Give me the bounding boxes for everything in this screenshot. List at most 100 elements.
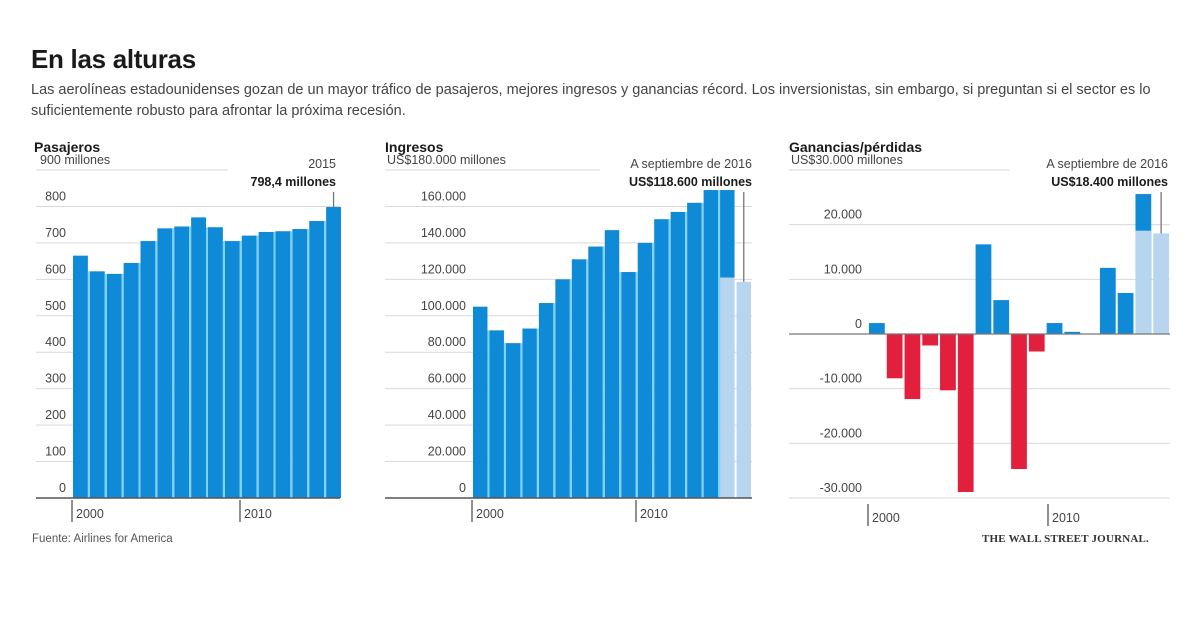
bar-loss: [1011, 334, 1027, 470]
bar: [123, 262, 139, 498]
bar: [687, 202, 702, 499]
page-subtitle: Las aerolíneas estadounidenses gozan de …: [31, 82, 1151, 119]
bar: [522, 328, 537, 498]
bar-separator: [701, 202, 704, 499]
bar: [292, 229, 308, 499]
page-title: En las alturas: [31, 44, 196, 74]
y-tick-label: 300: [45, 372, 66, 386]
y-tick-label: 160.000: [421, 189, 466, 203]
bar-loss: [886, 334, 903, 379]
bar-separator: [138, 262, 141, 498]
bar-separator: [290, 231, 293, 498]
bar-loss: [922, 334, 939, 346]
bar-separator: [222, 241, 225, 499]
bar-separator: [569, 279, 572, 498]
bar-loss: [904, 334, 921, 400]
bar-separator: [619, 272, 622, 498]
bar-separator: [104, 273, 107, 498]
bar: [191, 217, 206, 498]
bar: [993, 300, 1010, 334]
bar: [975, 244, 992, 334]
bar-separator: [87, 271, 90, 498]
bar-separator: [652, 242, 655, 498]
bar: [1046, 323, 1063, 334]
y-tick-label: 0: [855, 317, 862, 331]
y-tick-label: 600: [45, 262, 66, 276]
bar-separator: [172, 228, 175, 499]
chart-title: Ganancias/pérdidas: [789, 139, 922, 155]
publisher-logo: THE WALL STREET JOURNAL.: [982, 533, 1150, 545]
y-tick-label: 120.000: [421, 262, 466, 276]
bar: [1117, 293, 1134, 334]
bar-loss: [957, 334, 974, 492]
y-tick-label: 700: [45, 226, 66, 240]
bar: [473, 306, 488, 498]
bar: [174, 226, 190, 498]
annotation-label: 2015: [308, 157, 336, 171]
y-tick-label: 400: [45, 335, 66, 349]
y-tick-label: US$180.000 millones: [387, 153, 506, 167]
annotation-value: 798,4 millones: [251, 175, 337, 189]
annotation-label: A septiembre de 2016: [630, 157, 752, 171]
bar: [89, 271, 105, 498]
y-tick-label: 140.000: [421, 226, 466, 240]
chart-title: Pasajeros: [34, 139, 100, 155]
bar-separator: [206, 227, 208, 498]
annotation-label: A septiembre de 2016: [1046, 157, 1168, 171]
bar-separator: [239, 241, 242, 499]
bar: [703, 190, 719, 499]
bar: [654, 219, 669, 498]
source-note: Fuente: Airlines for America: [32, 533, 173, 545]
x-tick-label: 2010: [1052, 511, 1080, 525]
x-tick-label: 2010: [244, 507, 272, 521]
bar: [275, 231, 291, 498]
bar-separator: [324, 221, 327, 498]
bar-separator: [586, 259, 589, 498]
bar: [241, 235, 257, 498]
bar: [604, 230, 620, 498]
bar: [588, 246, 603, 498]
y-tick-label: 20.000: [824, 208, 862, 222]
bar: [208, 227, 223, 498]
bar-separator: [602, 246, 605, 498]
bar-partial-year: [720, 277, 735, 498]
bar-separator: [307, 229, 310, 499]
bar-separator: [536, 328, 539, 498]
bar-separator: [189, 226, 192, 498]
bar-partial-year: [736, 281, 751, 498]
bar-separator: [718, 190, 721, 499]
bar-separator: [668, 219, 671, 498]
bar-separator: [155, 241, 158, 499]
y-tick-label: 500: [45, 299, 66, 313]
y-tick-label: 200: [45, 408, 66, 422]
bar: [326, 207, 341, 498]
y-tick-label: 10.000: [824, 262, 862, 276]
bar-separator: [256, 235, 259, 498]
bar: [869, 323, 885, 334]
y-tick-label: -30.000: [820, 481, 862, 495]
chart-title: Ingresos: [385, 139, 444, 155]
bar: [1064, 331, 1081, 334]
y-tick-label: 80.000: [428, 335, 466, 349]
y-tick-label: -20.000: [820, 426, 862, 440]
bar: [489, 330, 504, 498]
bar: [555, 279, 570, 498]
bar-separator: [503, 343, 506, 498]
y-tick-label: 40.000: [428, 408, 466, 422]
bar: [258, 231, 274, 498]
y-tick-label: 20.000: [428, 445, 466, 459]
y-tick-label: 60.000: [428, 372, 466, 386]
bar: [140, 241, 156, 499]
bar-loss: [1028, 334, 1045, 352]
bar-separator: [273, 231, 276, 498]
x-tick-label: 2010: [640, 507, 668, 521]
bar-separator: [553, 303, 556, 498]
annotation-value: US$18.400 millones: [1051, 175, 1168, 189]
bar-separator: [520, 343, 523, 498]
bar: [73, 255, 88, 498]
x-tick-label: 2000: [872, 511, 900, 525]
bar-loss: [940, 334, 956, 391]
bar-separator: [121, 273, 124, 498]
bar: [571, 259, 587, 498]
